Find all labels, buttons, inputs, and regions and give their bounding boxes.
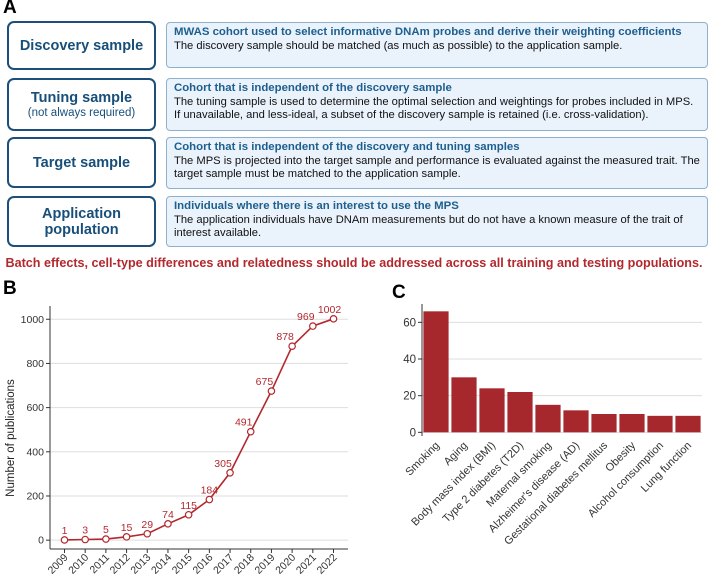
row-desc-heading: MWAS cohort used to select informative D… <box>174 26 682 38</box>
row-label-tuning: Tuning sample (not always required) <box>7 78 156 131</box>
row-label-text: Tuning sample <box>30 90 133 106</box>
data-point <box>288 342 296 351</box>
row-label-text: Discovery sample <box>19 37 144 54</box>
row-desc-heading: Individuals where there is an interest t… <box>174 200 459 212</box>
data-label: 5 <box>103 524 109 536</box>
y-tick-label: 0 <box>38 535 44 547</box>
data-label: 29 <box>141 519 153 531</box>
x-tick-label: Smoking <box>403 440 442 479</box>
data-label: 305 <box>214 458 232 470</box>
bar <box>479 388 505 433</box>
y-tick-label: 60 <box>403 317 416 329</box>
x-tick-label: 2013 <box>128 552 153 577</box>
data-point <box>164 520 172 528</box>
row-label-target: Target sample <box>7 137 156 188</box>
row-desc-heading: Cohort that is independent of the discov… <box>174 82 452 94</box>
data-point <box>122 533 131 541</box>
data-point <box>267 387 276 395</box>
data-label: 15 <box>121 522 133 534</box>
bar <box>563 410 589 433</box>
x-tick-label: 2015 <box>170 552 195 577</box>
x-tick-label: 2017 <box>211 552 236 577</box>
x-tick-label: 2010 <box>66 552 91 577</box>
panel-c-letter: C <box>392 282 406 303</box>
row-desc-tuning: Cohort that is independent of the discov… <box>166 78 708 131</box>
row-label-text: Target sample <box>32 154 131 171</box>
row-label-subtext: (not always required) <box>27 107 136 119</box>
row-desc-heading: Cohort that is independent of the discov… <box>174 141 520 153</box>
row-desc-text: The application individuals have DNAm me… <box>174 213 683 240</box>
y-tick-label: 400 <box>26 446 44 458</box>
x-tick-label: Lung function <box>639 440 694 495</box>
data-point <box>102 535 110 543</box>
bar <box>535 404 561 433</box>
row-label-discovery: Discovery sample <box>7 21 156 70</box>
batch-effects-warning: Batch effects, cell-type differences and… <box>5 256 703 270</box>
y-tick-label: 0 <box>410 427 416 439</box>
data-label: 74 <box>162 509 174 521</box>
x-tick-label: 2016 <box>190 552 215 577</box>
bar <box>619 414 645 433</box>
data-point <box>143 529 152 538</box>
row-desc-application: Individuals where there is an interest t… <box>166 196 708 247</box>
data-point <box>246 427 255 436</box>
y-tick-label: 20 <box>403 391 416 403</box>
publications-series-line <box>64 318 334 541</box>
x-tick-label: 2022 <box>315 552 340 577</box>
data-point <box>81 535 89 544</box>
bar <box>423 311 449 433</box>
data-label: 1 <box>62 525 68 537</box>
data-label: 675 <box>256 376 274 388</box>
x-tick-label: 2018 <box>232 552 257 577</box>
y-tick-label: 800 <box>26 358 44 370</box>
row-desc-discovery: MWAS cohort used to select informative D… <box>166 22 708 68</box>
x-tick-label: 2011 <box>88 552 113 577</box>
data-point <box>60 536 69 544</box>
x-tick-label: 2020 <box>273 552 298 577</box>
panel-b-letter: B <box>3 278 17 299</box>
row-desc-target: Cohort that is independent of the discov… <box>166 137 708 189</box>
y-axis-label: Number of publications <box>5 379 17 497</box>
x-tick-label: 2021 <box>294 552 319 577</box>
bar <box>451 377 477 433</box>
row-label-text: Application population <box>42 205 121 238</box>
x-tick-label: 2014 <box>149 552 174 577</box>
data-point <box>205 495 214 504</box>
bar <box>675 415 701 433</box>
data-point <box>184 510 193 519</box>
y-tick-label: 1000 <box>21 314 45 326</box>
y-tick-label: 40 <box>403 354 416 366</box>
data-point <box>329 315 338 323</box>
data-label: 3 <box>82 525 88 537</box>
panel-a-letter: A <box>3 0 17 18</box>
row-desc-text: The tuning sample is used to determine t… <box>174 95 694 122</box>
data-label: 969 <box>297 311 315 323</box>
data-point <box>226 468 234 477</box>
bar <box>591 414 617 433</box>
x-tick-label: 2009 <box>46 552 71 577</box>
data-label: 491 <box>235 417 253 429</box>
data-label: 1002 <box>318 304 342 316</box>
publications-line-chart: Number of publications 0 200 400 600 800 1000… <box>5 304 348 577</box>
row-desc-text: The discovery sample should be matched (… <box>174 39 623 52</box>
x-tick-label: 2019 <box>253 552 278 577</box>
data-label: 184 <box>201 485 219 497</box>
data-label: 115 <box>180 500 197 512</box>
data-label: 878 <box>276 331 294 343</box>
y-tick-label: 200 <box>26 490 44 502</box>
x-tick-label: 2012 <box>108 552 133 577</box>
bar <box>507 392 533 433</box>
y-tick-label: 600 <box>26 402 44 414</box>
row-desc-text: The MPS is projected into the target sam… <box>174 154 700 181</box>
data-point <box>309 322 317 330</box>
row-label-application: Application population <box>7 196 156 247</box>
bar <box>647 415 673 433</box>
